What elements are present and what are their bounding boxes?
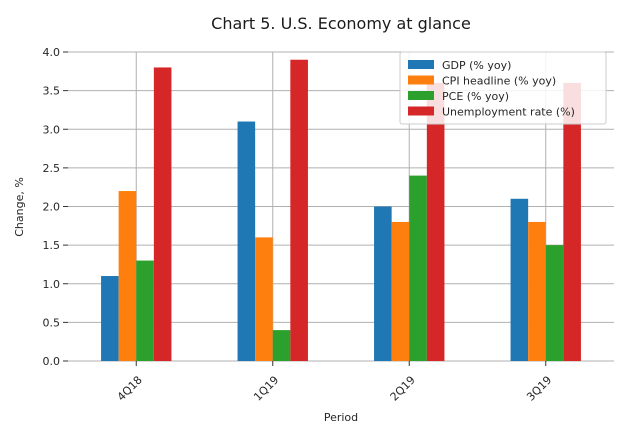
bar: [563, 82, 581, 362]
x-tick-label: 2Q19: [388, 373, 418, 403]
y-tick-label: 1.0: [43, 278, 61, 291]
chart-title: Chart 5. U.S. Economy at glance: [211, 14, 471, 33]
legend-label: Unemployment rate (%): [442, 106, 575, 119]
legend-box: [399, 51, 607, 125]
legend-label: CPI headline (% yoy): [442, 75, 556, 88]
x-tick-label: 1Q19: [251, 373, 281, 403]
bar: [255, 237, 273, 361]
bar: [374, 206, 392, 361]
y-tick-label: 2.0: [43, 201, 61, 214]
legend-swatch: [408, 60, 434, 69]
bar: [426, 82, 445, 362]
bar: [101, 276, 119, 361]
legend-swatch: [408, 106, 434, 116]
x-axis-label: Period: [324, 411, 358, 424]
y-tick-label: 3.5: [43, 85, 61, 98]
bar: [545, 245, 564, 361]
y-tick-label: 3.0: [43, 123, 61, 136]
legend-swatch: [408, 75, 434, 85]
legend: GDP (% yoy) CPI headline (% yoy) PCE (% yo…: [399, 51, 607, 125]
x-tick-label: 4Q18: [115, 373, 145, 403]
bar: [237, 121, 256, 362]
x-tick-label: 3Q19: [524, 373, 554, 403]
y-axis-label: Change, %: [13, 177, 26, 237]
bar: [118, 191, 137, 361]
bar: [510, 198, 529, 361]
bar: [272, 330, 291, 361]
bar: [391, 221, 410, 361]
y-tick-label: 0.0: [43, 355, 61, 368]
legend-label: GDP (% yoy): [442, 59, 511, 72]
bars: [101, 59, 581, 362]
y-tick-label: 4.0: [43, 46, 61, 59]
bar: [136, 260, 154, 361]
bar: [528, 221, 546, 361]
y-tick-label: 0.5: [43, 316, 61, 329]
bar: [153, 67, 172, 361]
legend-swatch: [408, 91, 434, 100]
y-tick-label: 2.5: [43, 162, 61, 175]
y-tick-label: 1.5: [43, 239, 61, 252]
legend-label: PCE (% yoy): [442, 90, 509, 103]
bar: [409, 175, 427, 361]
bar: [290, 59, 308, 361]
